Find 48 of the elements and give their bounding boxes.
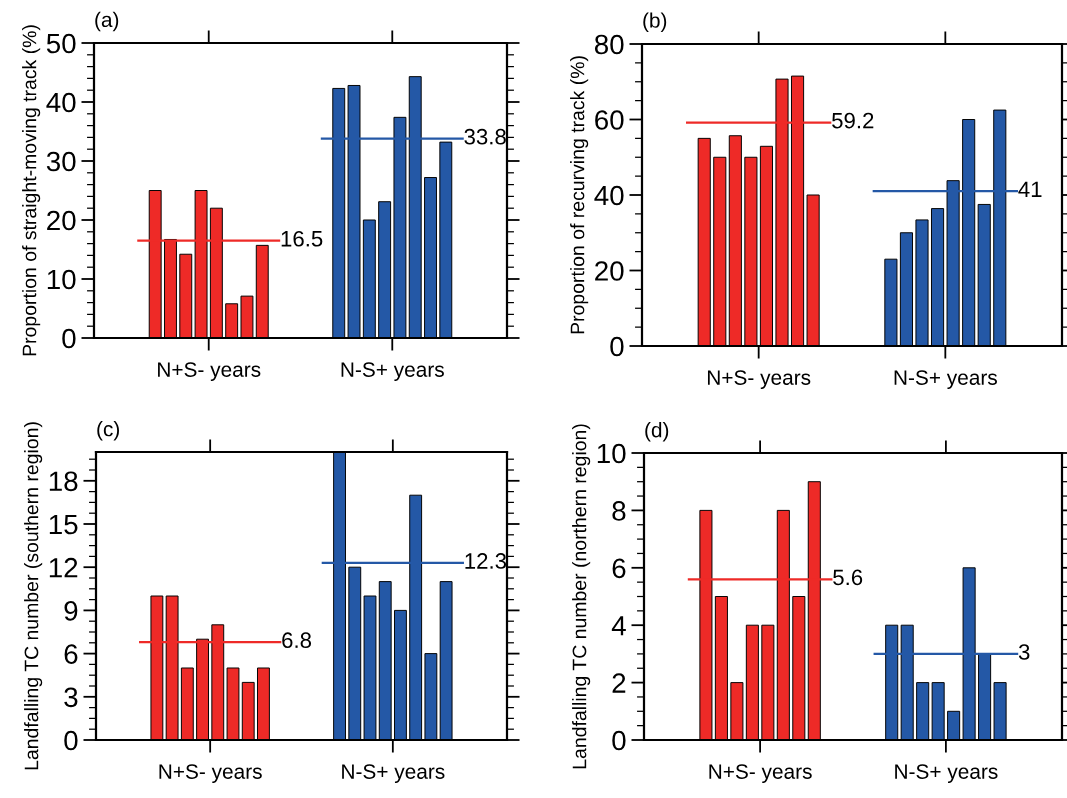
y-tick-label: 10 — [47, 269, 76, 290]
ref-line-label: 6.8 — [282, 632, 312, 649]
x-tick-label: N-S+ years — [894, 370, 997, 390]
x-tick-label: N+S- years — [709, 764, 812, 784]
y-tick-label: 2 — [612, 673, 626, 693]
ref-line-label: 5.6 — [833, 569, 863, 586]
y-tick-label: 9 — [64, 601, 78, 621]
y-tick-label: 6 — [64, 644, 78, 664]
y-tick-label: 18 — [49, 471, 78, 492]
ref-line-label: 16.5 — [281, 230, 323, 247]
y-tick-label: 12 — [49, 557, 78, 578]
y-axis-title: Proportion of straight-moving track (%) — [22, 25, 41, 356]
ref-line-label: 3 — [1018, 644, 1030, 660]
x-tick-label: N-S+ years — [341, 362, 444, 382]
y-tick-label: 0 — [64, 730, 78, 751]
y-tick-label: 4 — [611, 616, 626, 636]
y-tick-label: 0 — [610, 336, 624, 357]
y-axis-title: Landfalling TC number (northern region) — [572, 424, 591, 769]
chart-title: (d) — [645, 422, 669, 442]
y-tick-label: 10 — [597, 443, 626, 464]
chart-title: (c) — [97, 421, 119, 441]
x-tick-label: N+S- years — [707, 370, 811, 390]
chart-title: (a) — [95, 11, 119, 32]
x-tick-label: N-S+ years — [342, 764, 445, 784]
y-tick-label: 40 — [46, 92, 76, 113]
y-tick-label: 50 — [46, 33, 76, 54]
chart-title: (b) — [643, 12, 667, 32]
y-axis-title: Proportion of recurving track (%) — [570, 56, 589, 334]
y-tick-label: 80 — [594, 34, 624, 55]
y-axis-title: Landfalling TC number (southern region) — [24, 422, 43, 770]
ref-line-label: 41 — [1018, 181, 1042, 197]
y-tick-label: 15 — [49, 514, 78, 535]
x-tick-label: N-S+ years — [895, 764, 998, 784]
x-tick-label: N+S- years — [158, 362, 261, 382]
ref-line-label: 33.8 — [464, 128, 506, 145]
y-tick-label: 6 — [612, 558, 626, 579]
y-tick-label: 20 — [595, 261, 624, 281]
y-tick-label: 3 — [64, 687, 78, 708]
ref-line-label: 12.3 — [465, 553, 507, 569]
ref-line-label: 59.2 — [832, 112, 874, 129]
x-tick-label: N+S- years — [159, 764, 262, 784]
y-tick-label: 8 — [612, 501, 626, 521]
y-tick-label: 40 — [594, 185, 624, 206]
y-tick-label: 30 — [46, 151, 76, 172]
y-tick-label: 0 — [62, 328, 76, 349]
y-tick-label: 20 — [47, 210, 76, 231]
y-tick-label: 60 — [595, 110, 624, 130]
y-tick-label: 0 — [612, 730, 626, 751]
